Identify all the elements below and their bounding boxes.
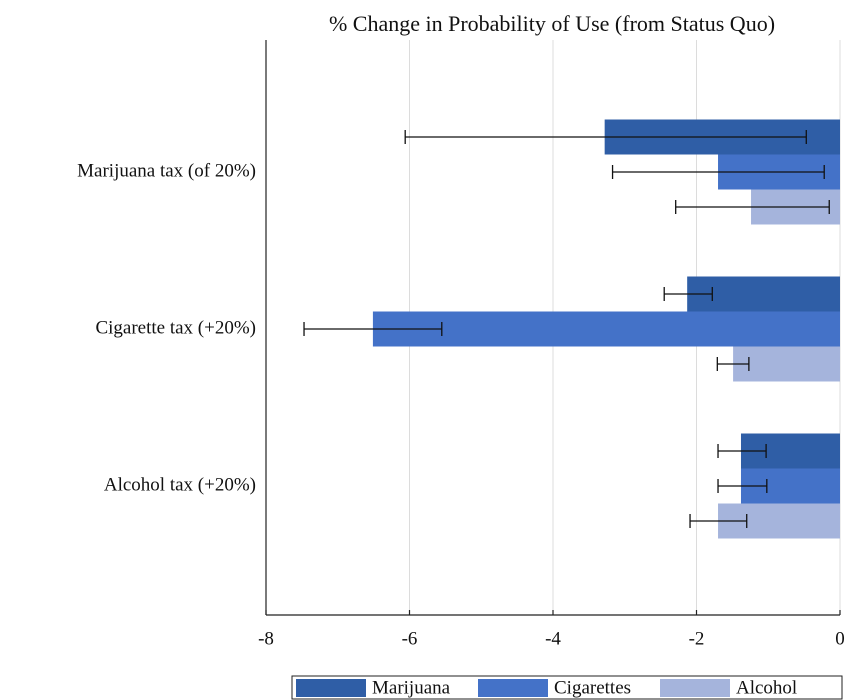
x-tick-label: -6 bbox=[402, 628, 418, 649]
chart-title: % Change in Probability of Use (from Sta… bbox=[329, 11, 775, 36]
y-tick-label: Alcohol tax (+20%) bbox=[104, 474, 256, 495]
y-tick-label: Cigarette tax (+20%) bbox=[95, 317, 256, 338]
legend-swatch bbox=[296, 679, 366, 697]
legend-swatch bbox=[478, 679, 548, 697]
legend-label: Marijuana bbox=[372, 677, 451, 698]
legend-label: Alcohol bbox=[736, 677, 797, 698]
legend-label: Cigarettes bbox=[554, 677, 631, 698]
x-tick-label: -2 bbox=[689, 628, 705, 649]
x-tick-label: 0 bbox=[835, 628, 845, 649]
x-tick-label: -4 bbox=[545, 628, 561, 649]
bar bbox=[372, 311, 840, 347]
bar bbox=[733, 346, 840, 382]
x-tick-label: -8 bbox=[258, 628, 274, 649]
y-tick-label: Marijuana tax (of 20%) bbox=[77, 160, 256, 181]
legend-swatch bbox=[660, 679, 730, 697]
